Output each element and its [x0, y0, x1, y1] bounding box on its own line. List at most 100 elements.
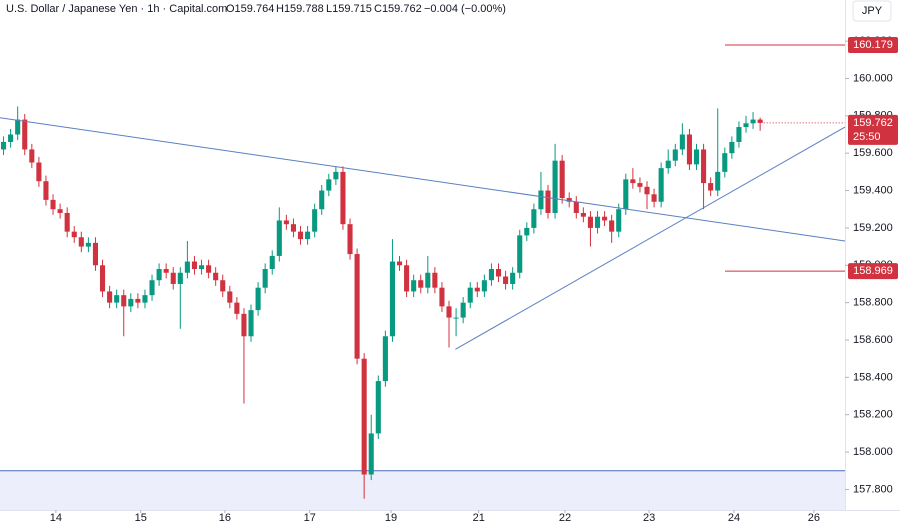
candle-body — [297, 231, 304, 240]
plot: 157.800 158.000 158.200 158.400 158.600 158.8… — [0, 35, 898, 524]
currency-button[interactable] — [852, 0, 892, 22]
candle-body — [227, 291, 233, 303]
x-tick-label: 19 — [385, 512, 397, 524]
candle-body — [644, 186, 650, 195]
candle-body — [686, 134, 692, 165]
candle-body — [382, 336, 388, 382]
last-price-label: 159.762 — [853, 117, 893, 129]
candle-body — [71, 231, 77, 238]
candle-body — [361, 358, 367, 475]
candle-body — [0, 141, 7, 150]
candle-body — [495, 269, 502, 277]
candle-body — [326, 179, 332, 191]
candle-body — [269, 255, 275, 270]
candle-body — [50, 199, 56, 210]
candle-body — [177, 272, 183, 284]
candle-body — [418, 280, 424, 288]
x-tick-label: 23 — [643, 512, 655, 524]
candle-body — [736, 127, 742, 142]
candle-body — [389, 261, 395, 337]
candle-body — [15, 119, 21, 135]
candle-body — [107, 291, 113, 303]
candle-body — [460, 302, 466, 318]
candle-body — [99, 265, 106, 292]
candle-body — [679, 134, 685, 150]
candle-body — [524, 227, 530, 236]
candle-body — [396, 261, 403, 266]
candle-body — [305, 231, 311, 240]
x-tick-label: 26 — [808, 512, 820, 524]
candle-body — [693, 149, 700, 165]
candle-body — [156, 269, 162, 281]
candle-body — [85, 242, 91, 247]
candle-body — [538, 190, 544, 210]
candle-body — [64, 212, 70, 232]
candle-body — [375, 381, 381, 434]
candle-body — [439, 287, 445, 307]
x-tick-label: 14 — [50, 512, 62, 524]
candle-body — [206, 265, 212, 273]
currency-label[interactable]: JPY — [862, 5, 883, 17]
candle-body — [573, 201, 579, 213]
y-tick-label: 159.400 — [853, 184, 893, 196]
candle-body — [184, 261, 190, 273]
candle-body — [8, 134, 14, 142]
candle-body — [467, 287, 473, 303]
candle-body — [425, 272, 431, 288]
candle-body — [36, 162, 42, 182]
candle-body — [128, 298, 134, 307]
candle-body — [722, 153, 728, 172]
countdown-label: 25:50 — [853, 131, 881, 143]
candle-body — [22, 119, 28, 150]
candle-body — [559, 160, 565, 199]
candle-body — [78, 237, 84, 247]
overlay: U.S. Dollar / Japanese Yen · 1h · Capita… — [6, 0, 892, 22]
candle-body — [135, 298, 141, 303]
candle-body — [602, 216, 608, 221]
candle-body — [623, 179, 629, 210]
x-tick-label: 21 — [473, 512, 485, 524]
candle-body — [503, 276, 509, 284]
last-price-box — [848, 114, 898, 145]
ohlc-low: L159.715 — [326, 3, 372, 15]
x-tick-label: 15 — [135, 512, 147, 524]
x-tick-label: 16 — [219, 512, 231, 524]
candle-body — [488, 269, 494, 281]
candle-body — [446, 306, 452, 318]
candle-body — [630, 179, 636, 184]
candle-body — [580, 212, 586, 217]
candle-body — [616, 209, 622, 232]
candle-body — [658, 168, 664, 202]
candle-body — [333, 171, 339, 180]
candle-body — [163, 269, 169, 273]
candle-body — [340, 171, 346, 225]
y-tick-label: 157.800 — [853, 483, 893, 495]
candle-body — [474, 287, 480, 292]
trendline — [455, 126, 846, 350]
symbol-title: U.S. Dollar / Japanese Yen · 1h · Capita… — [6, 3, 227, 15]
candle-body — [312, 209, 318, 232]
candle-body — [404, 265, 410, 292]
candle-body — [453, 317, 459, 319]
candle-body — [665, 160, 671, 169]
candle-body — [757, 119, 763, 123]
candle-body — [276, 220, 282, 256]
candle-body — [114, 295, 120, 303]
candle-body — [481, 280, 487, 292]
candle-body — [545, 190, 551, 213]
candle-body — [510, 272, 516, 284]
candle-body — [651, 194, 657, 202]
candle-body — [248, 310, 254, 337]
candle-body — [354, 254, 360, 359]
candle-body — [92, 242, 99, 266]
y-tick-label: 159.200 — [853, 222, 893, 234]
candle-body — [587, 216, 593, 228]
candle-body — [708, 183, 714, 191]
candle-body — [213, 272, 219, 281]
candle-body — [290, 224, 296, 232]
y-tick-label: 158.000 — [853, 446, 893, 458]
candle-body — [715, 171, 721, 191]
candle-body — [637, 183, 643, 187]
